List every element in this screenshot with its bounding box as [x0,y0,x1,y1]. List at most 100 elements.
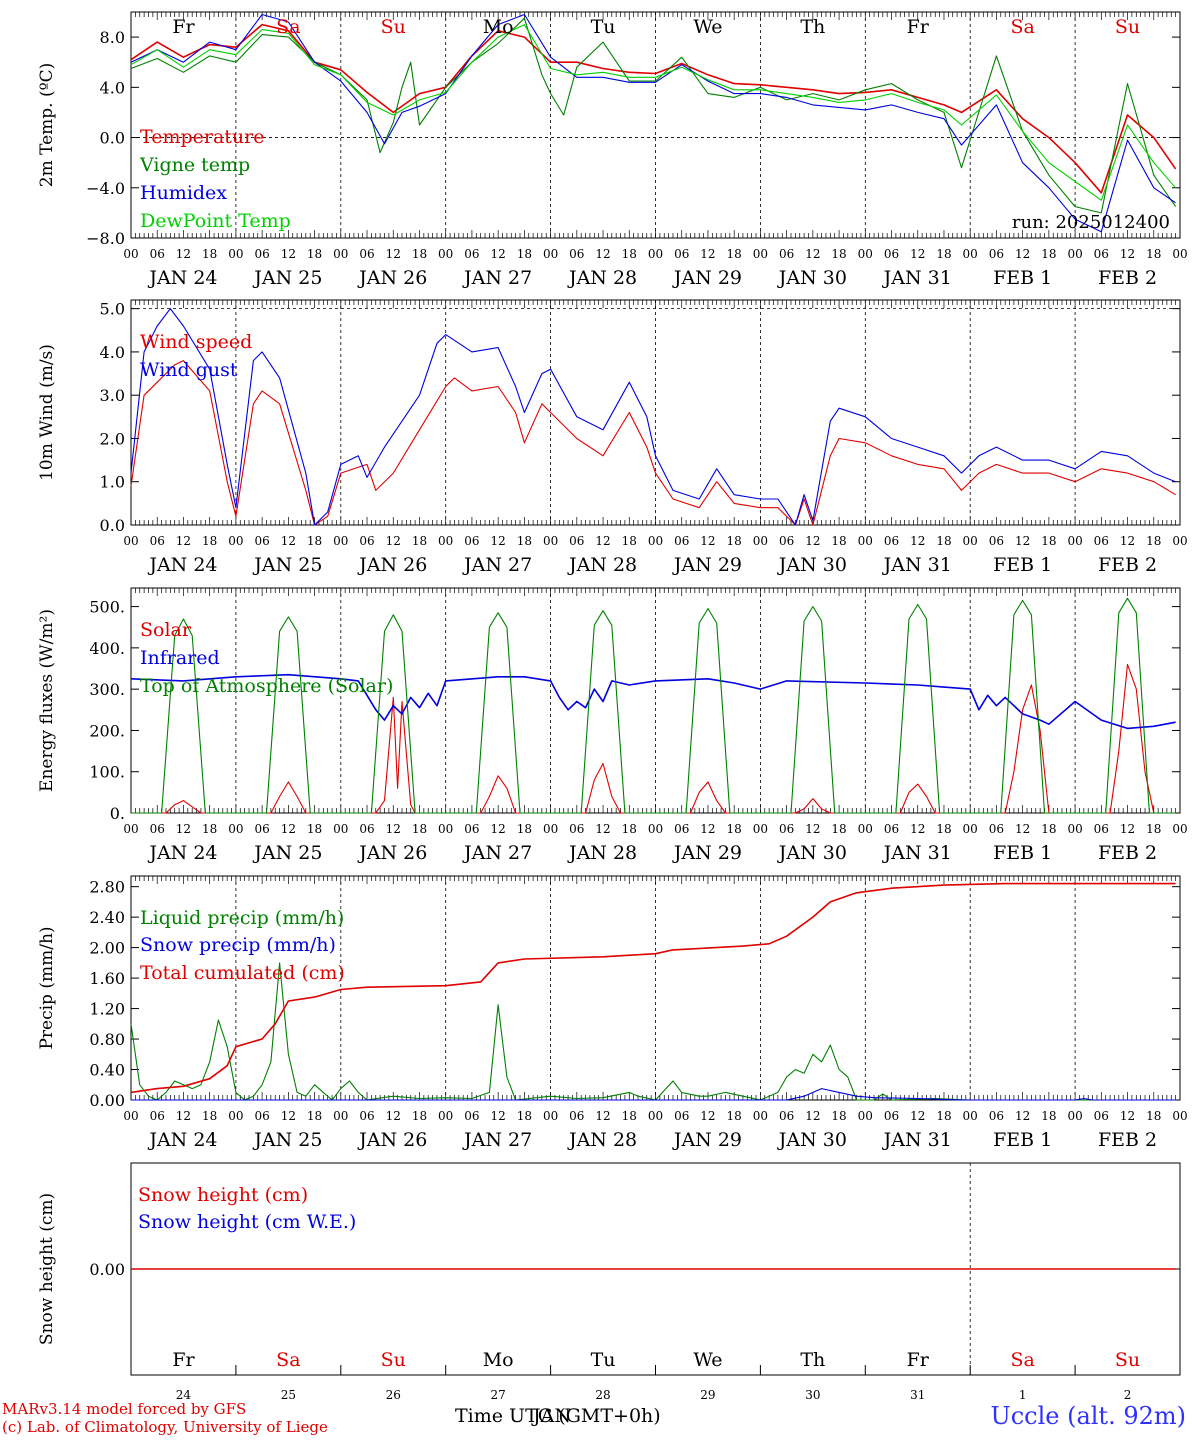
precip-y-axis-label: Precip (mm/h) [37,926,57,1049]
wind-date-label: JAN 28 [567,554,637,576]
energy-hour-label: 18 [1146,822,1161,836]
temp-y-axis-label: 2m Temp. (ºC) [37,63,57,188]
precip-hour-label: 12 [805,1109,820,1123]
precip-y-tick-label: 2.80 [89,878,125,897]
precip-date-label: JAN 30 [777,1129,847,1151]
wind-hour-label: 00 [1172,534,1187,548]
day-name-top: Sa [276,16,300,38]
precip-series-line [130,962,1176,1101]
energy-date-label: JAN 31 [882,842,952,864]
precip-date-label: JAN 26 [357,1129,427,1151]
energy-hour-label: 00 [123,822,138,836]
temp-series-line [130,24,1177,201]
wind-date-label: JAN 26 [357,554,427,576]
temp-hour-label: 06 [464,247,479,261]
day-name-top: Mo [483,16,514,38]
energy-hour-label: 18 [727,822,742,836]
wind-date-label: FEB 2 [1098,554,1157,576]
energy-hour-label: 06 [569,822,584,836]
precip-hour-label: 00 [123,1109,138,1123]
wind-hour-label: 06 [989,534,1004,548]
temp-hour-label: 00 [333,247,348,261]
energy-hour-label: 06 [989,822,1004,836]
day-name-bottom: Fr [907,1349,930,1371]
energy-hour-label: 12 [595,822,610,836]
wind-panel [130,299,1181,526]
precip-hour-label: 18 [936,1109,951,1123]
precip-hour-label: 00 [753,1109,768,1123]
day-number: 29 [700,1388,715,1402]
temp-hour-label: 12 [1120,247,1135,261]
temp-date-label: JAN 29 [672,267,742,289]
energy-hour-label: 18 [936,822,951,836]
snow-y-tick-label: 0.00 [89,1260,125,1279]
day-number: 31 [910,1388,925,1402]
wind-hour-label: 12 [1120,534,1135,548]
day-number: 26 [386,1388,401,1402]
energy-hour-label: 06 [674,822,689,836]
precip-date-label: JAN 29 [672,1129,742,1151]
wind-hour-label: 00 [1067,534,1082,548]
wind-date-label: JAN 25 [252,554,322,576]
temp-hour-label: 00 [543,247,558,261]
energy-hour-label: 00 [438,822,453,836]
wind-y-tick-label: 4.0 [100,343,125,362]
temp-date-label: JAN 26 [357,267,427,289]
precip-hour-label: 18 [202,1109,217,1123]
precip-hour-label: 12 [700,1109,715,1123]
precip-legend-entry: Snow precip (mm/h) [140,934,336,956]
energy-date-label: JAN 27 [462,842,532,864]
temp-hour-label: 12 [595,247,610,261]
day-name-bottom: Th [800,1349,825,1371]
precip-hour-label: 00 [1067,1109,1082,1123]
day-name-bottom: Sa [1010,1349,1034,1371]
wind-hour-label: 06 [779,534,794,548]
wind-hour-label: 06 [569,534,584,548]
precip-hour-label: 12 [386,1109,401,1123]
wind-hour-label: 00 [543,534,558,548]
precip-hour-label: 06 [989,1109,1004,1123]
wind-hour-label: 12 [805,534,820,548]
wind-hour-label: 06 [674,534,689,548]
station-label: Uccle (alt. 92m) [990,1402,1186,1430]
energy-date-label: FEB 1 [993,842,1052,864]
precip-y-tick-label: 2.00 [89,939,125,958]
precip-hour-label: 00 [333,1109,348,1123]
precip-hour-label: 00 [543,1109,558,1123]
wind-legend-entry: Wind speed [140,331,252,353]
day-name-top: Fr [172,16,195,38]
energy-hour-label: 12 [1015,822,1030,836]
precip-date-label: JAN 31 [882,1129,952,1151]
day-number: 1 [1019,1388,1027,1402]
wind-hour-label: 00 [333,534,348,548]
energy-y-tick-label: 0. [110,804,125,823]
wind-hour-label: 18 [727,534,742,548]
footer-credit: (c) Lab. of Climatology, University of L… [2,1418,328,1436]
wind-hour-label: 18 [622,534,637,548]
precip-y-tick-label: 0.40 [89,1061,125,1080]
temp-date-label: JAN 25 [252,267,322,289]
precip-hour-label: 12 [491,1109,506,1123]
temp-hour-label: 00 [228,247,243,261]
energy-hour-label: 18 [412,822,427,836]
energy-hour-label: 18 [517,822,532,836]
precip-y-tick-label: 0.00 [89,1091,125,1110]
precip-hour-label: 12 [281,1109,296,1123]
temp-hour-label: 06 [1094,247,1109,261]
precip-hour-label: 06 [674,1109,689,1123]
precip-hour-label: 18 [831,1109,846,1123]
wind-hour-label: 00 [123,534,138,548]
day-name-bottom: Mo [483,1349,514,1371]
temp-hour-label: 00 [963,247,978,261]
wind-hour-label: 12 [176,534,191,548]
precip-series-line [131,1088,1176,1101]
precip-date-label: JAN 25 [252,1129,322,1151]
precip-hour-label: 12 [910,1109,925,1123]
energy-series-line [131,597,1176,814]
energy-hour-label: 12 [491,822,506,836]
temp-hour-label: 00 [648,247,663,261]
energy-hour-label: 00 [963,822,978,836]
temp-hour-label: 18 [412,247,427,261]
precip-date-label: FEB 1 [993,1129,1052,1151]
precip-hour-label: 18 [622,1109,637,1123]
